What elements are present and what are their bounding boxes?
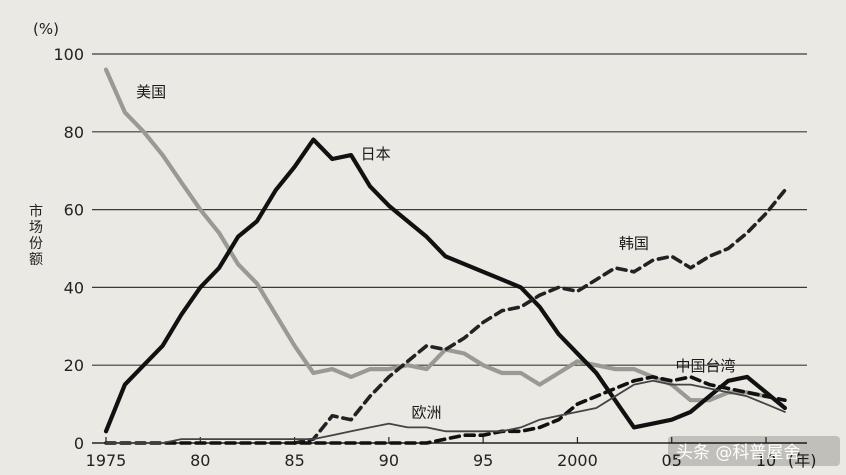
grid-lines — [92, 53, 807, 366]
x-tick-label: 1975 — [86, 451, 127, 470]
series-lines — [103, 67, 787, 445]
series-line-4 — [105, 379, 786, 444]
series-line-2 — [292, 188, 787, 445]
watermark-text: 头条 @科普屋舍 — [676, 443, 800, 463]
watermark: 头条 @科普屋舍 — [668, 436, 840, 466]
y-axis-title-char: 市 — [29, 203, 43, 220]
x-tick-label: 80 — [190, 451, 210, 470]
x-tick-label: 90 — [379, 451, 399, 470]
series-label-3: 中国台湾 — [675, 357, 735, 375]
y-tick-label: 100 — [53, 45, 84, 64]
series-label-2: 韩国 — [619, 235, 649, 253]
x-tick-label: 05 — [662, 451, 682, 470]
series-line-1 — [103, 137, 787, 434]
series-label-4: 欧洲 — [411, 404, 441, 422]
series-label-0: 美国 — [136, 83, 166, 101]
x-tick-label: 85 — [284, 451, 304, 470]
y-tick-label: 40 — [64, 278, 84, 297]
series-label-1: 日本 — [361, 145, 391, 163]
x-tick-label: 95 — [473, 451, 493, 470]
y-tick-label: 0 — [74, 434, 84, 453]
y-tick-label: 60 — [64, 201, 84, 220]
x-unit-label: (年) — [788, 451, 817, 470]
y-unit-label: (%) — [33, 20, 59, 38]
series-line-0 — [103, 67, 769, 403]
x-tick-label: 2000 — [557, 451, 598, 470]
y-axis-title-char: 额 — [29, 252, 43, 268]
x-tick-label: 10 — [756, 451, 776, 470]
y-tick-label: 20 — [64, 356, 84, 375]
y-axis-title-char: 份 — [29, 236, 43, 252]
y-axis-title-char: 场 — [29, 220, 43, 236]
y-tick-label: 80 — [64, 123, 84, 142]
series-line-3 — [104, 375, 787, 445]
